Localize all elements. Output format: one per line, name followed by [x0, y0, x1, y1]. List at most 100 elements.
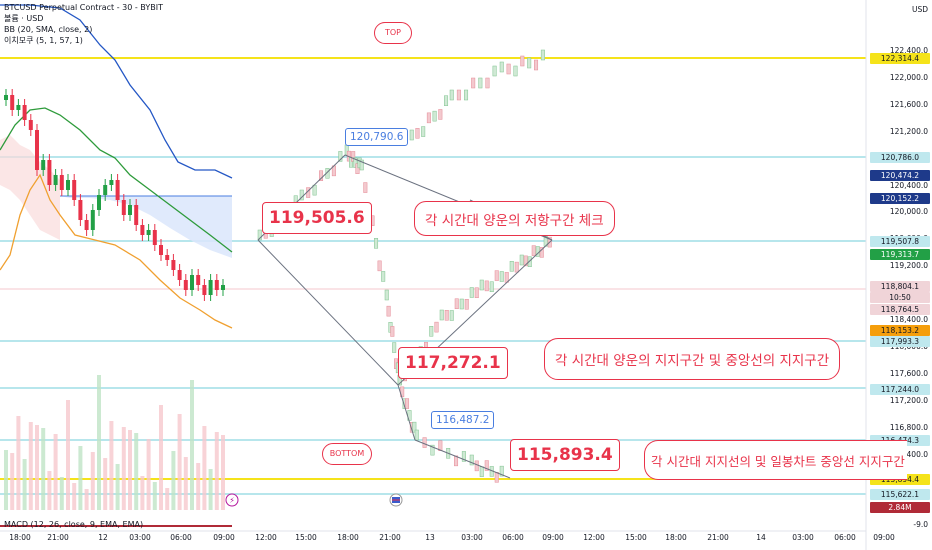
volume-bar [90, 452, 95, 510]
volume-bar [171, 451, 176, 510]
projected-candle [449, 310, 454, 321]
projected-candle [461, 451, 466, 462]
projected-candle [351, 151, 356, 162]
macd-value: -9.0 [913, 520, 928, 529]
price-axis-tick: 118,400.0 [889, 315, 928, 324]
projected-candle [412, 421, 417, 433]
note-baseline[interactable]: 각 시간대 지지선의 및 일봉차트 중앙선 지지구간 [644, 440, 907, 480]
price-tag: 10:50 [870, 292, 930, 303]
trendline-3[interactable] [257, 239, 399, 386]
price-tag: 117,244.0 [870, 384, 930, 395]
symbol-title[interactable]: BTCUSD Perpetual Contract - 30 - BYBIT [4, 3, 163, 12]
price-marker-120790[interactable]: 120,790.6 [345, 128, 409, 146]
projected-candle [454, 455, 459, 467]
candle-body [16, 105, 21, 110]
volume-bar [183, 457, 188, 510]
price-axis-tick: 120,400.0 [889, 180, 928, 190]
time-axis-tick: 18:00 [337, 533, 359, 542]
price-marker-116487[interactable]: 116,487.2 [431, 411, 495, 429]
volume-bars [4, 375, 225, 510]
projected-candle [426, 112, 431, 124]
price-axis-tick: 120,000.0 [889, 207, 928, 217]
projected-candle [519, 254, 524, 266]
projected-candle [257, 229, 262, 241]
volume-indicator-label[interactable]: 볼륨 · USD [4, 14, 44, 23]
candle-body [159, 245, 163, 255]
projected-candle [499, 61, 504, 73]
volume-bar [97, 375, 101, 510]
bb-indicator-label[interactable]: BB (20, SMA, close, 2) [4, 25, 93, 34]
volume-bar [165, 488, 170, 510]
time-axis-tick: 09:00 [213, 533, 235, 542]
projected-candle [520, 55, 525, 67]
volume-bar [221, 435, 225, 510]
price-tag: 120,786.0 [870, 152, 930, 163]
candle-body [22, 105, 27, 120]
candle-body [183, 280, 188, 290]
volume-bar [41, 428, 46, 510]
projected-candle [421, 126, 426, 137]
time-axis-tick: 21:00 [379, 533, 401, 542]
bottom-bubble[interactable]: BOTTOM [322, 443, 372, 465]
note-support[interactable]: 각 시간대 양운의 지지구간 및 중앙선의 지지구간 [544, 338, 841, 380]
candle-body [90, 210, 95, 230]
projected-candle [390, 326, 395, 337]
candle-body [103, 185, 108, 195]
price-tag: 122,314.4 [870, 53, 930, 64]
time-axis-tick: 06:00 [502, 533, 524, 542]
price-axis-tick: 122,000.0 [889, 72, 928, 82]
time-axis-tick: 09:00 [873, 533, 895, 542]
projected-candle [434, 321, 439, 333]
price-tag: 120,152.2 [870, 193, 930, 204]
candle-body [115, 180, 120, 200]
projected-candle [430, 444, 435, 456]
candle-body [10, 95, 15, 110]
projected-candle [438, 440, 443, 451]
projected-candle [353, 157, 358, 168]
price-tag: 118,764.5 [870, 304, 930, 315]
projected-candle [429, 326, 434, 337]
projected-candle [414, 429, 419, 441]
projected-candle [479, 279, 484, 291]
top-bubble[interactable]: TOP [374, 22, 412, 44]
candle-body [78, 200, 83, 220]
price-axis-tick: 122,400.0 [889, 46, 928, 55]
time-axis-tick: 03:00 [792, 533, 814, 542]
projected-candle [499, 465, 504, 477]
price-tag: 115,622.1 [870, 489, 930, 500]
projected-candle [444, 95, 449, 106]
candle-body [53, 175, 58, 185]
projected-candle [454, 298, 459, 309]
projected-candle [456, 89, 461, 101]
macd-indicator-label[interactable]: MACD (12, 26, close, 9, EMA, EMA) [4, 520, 144, 529]
lightning-event-icon[interactable] [225, 493, 239, 507]
candle-body [128, 205, 132, 215]
candle-body [202, 285, 207, 295]
price-label-high[interactable]: 119,505.6 [262, 202, 372, 234]
price-label-low[interactable]: 115,893.4 [510, 439, 620, 471]
currency-label[interactable]: USD [911, 5, 928, 14]
note-resistance[interactable]: 각 시간대 양운의 저항구간 체크 [414, 201, 615, 236]
ichimoku-indicator-label[interactable]: 이치모쿠 (5, 1, 57, 1) [4, 36, 83, 45]
trendline-6[interactable] [414, 439, 511, 479]
trendline-5[interactable] [397, 384, 416, 441]
candle-body [208, 280, 213, 295]
time-axis-tick: 03:00 [461, 533, 483, 542]
volume-bar [146, 439, 151, 510]
price-tag: 120,474.2 [870, 170, 930, 181]
projected-candle [540, 49, 545, 61]
price-axis-tick: 121,200.0 [889, 126, 928, 136]
volume-bar [35, 425, 39, 510]
projected-candle [459, 298, 464, 310]
time-axis-tick: 18:00 [665, 533, 687, 542]
projected-candle [471, 77, 476, 89]
candle-body [171, 260, 176, 270]
candle-body [4, 95, 8, 100]
projected-candle [384, 289, 389, 301]
projected-candle [494, 472, 499, 483]
projected-candle [409, 129, 414, 141]
price-label-mid[interactable]: 117,272.1 [398, 347, 508, 379]
candle-body [214, 280, 219, 290]
projected-candle [449, 89, 454, 101]
